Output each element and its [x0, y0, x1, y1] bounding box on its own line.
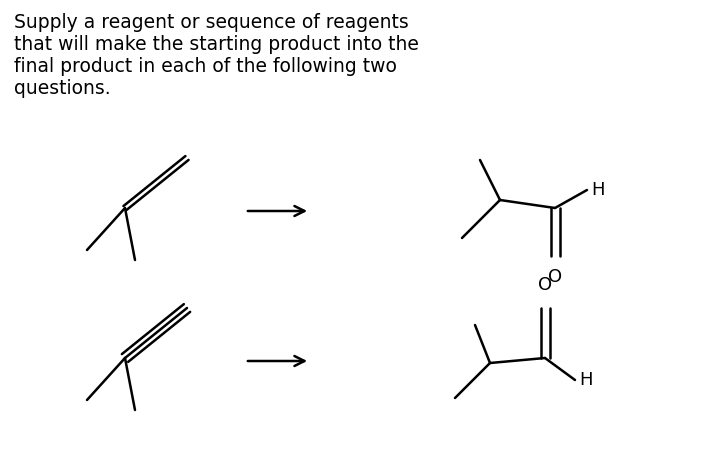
Text: that will make the starting product into the: that will make the starting product into… [14, 35, 419, 54]
Text: O: O [548, 268, 562, 286]
Text: O: O [538, 276, 552, 294]
Text: H: H [579, 371, 593, 389]
Text: H: H [591, 181, 605, 199]
Text: Supply a reagent or sequence of reagents: Supply a reagent or sequence of reagents [14, 13, 409, 32]
Text: final product in each of the following two: final product in each of the following t… [14, 57, 397, 76]
Text: questions.: questions. [14, 79, 111, 98]
